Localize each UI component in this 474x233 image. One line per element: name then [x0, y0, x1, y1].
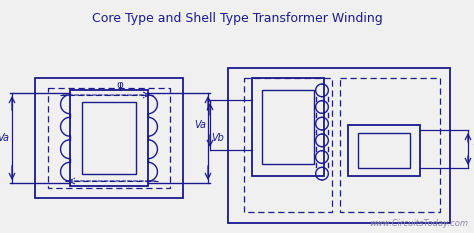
Bar [340, 78, 440, 212]
Bar [48, 88, 170, 188]
Bar [228, 68, 450, 223]
Text: Va: Va [194, 120, 206, 130]
Bar [35, 78, 183, 198]
Text: φ: φ [117, 80, 123, 90]
Bar [262, 90, 314, 164]
Text: Vb: Vb [211, 133, 224, 143]
Text: www.CircuitsToday.com: www.CircuitsToday.com [369, 219, 468, 228]
Bar [70, 90, 148, 186]
Bar [244, 78, 332, 212]
Text: Vb: Vb [472, 144, 474, 154]
Bar [252, 78, 324, 176]
Text: Va: Va [0, 133, 9, 143]
Text: Core Type and Shell Type Transformer Winding: Core Type and Shell Type Transformer Win… [91, 12, 383, 25]
Bar [82, 102, 136, 174]
Bar [358, 133, 410, 168]
Bar [348, 125, 420, 176]
